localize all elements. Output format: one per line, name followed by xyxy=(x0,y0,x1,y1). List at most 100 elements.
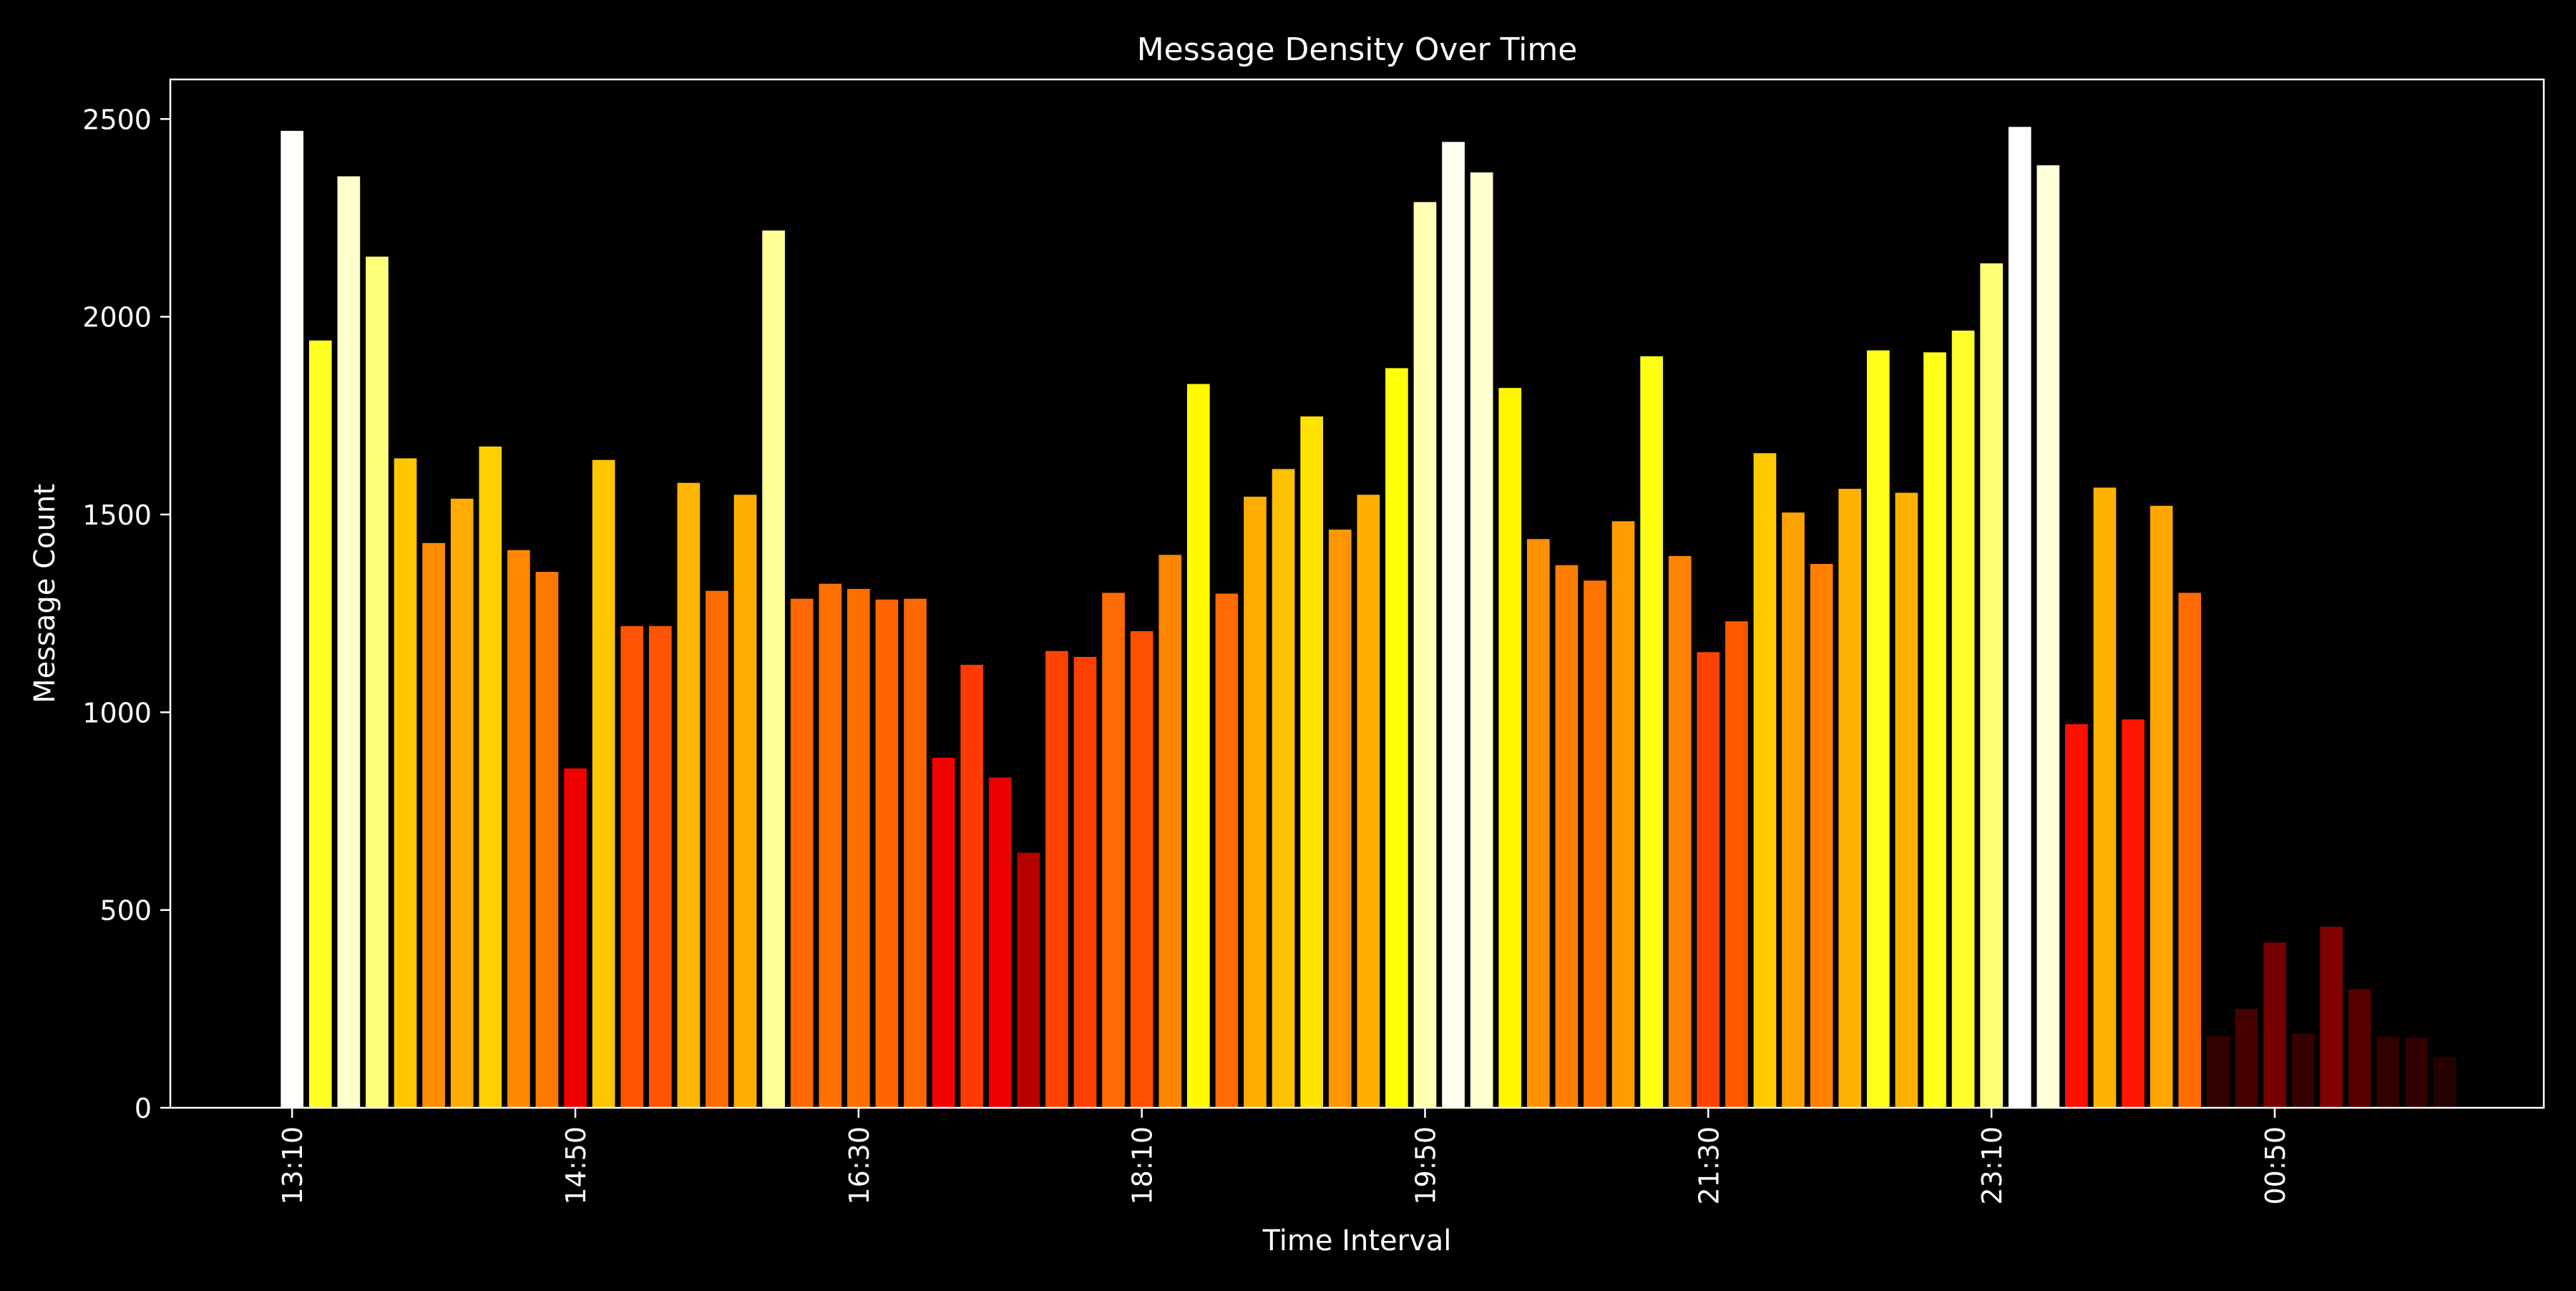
bar xyxy=(337,176,361,1108)
bar xyxy=(535,572,559,1108)
bar xyxy=(1697,652,1720,1108)
bar xyxy=(1017,852,1040,1108)
bar xyxy=(1385,368,1408,1109)
bar xyxy=(507,550,530,1108)
bar xyxy=(706,590,728,1108)
chart-title: Message Density Over Time xyxy=(1137,31,1578,68)
bar xyxy=(308,340,332,1109)
bar xyxy=(2150,505,2173,1108)
bar xyxy=(2206,1036,2230,1108)
bar xyxy=(1584,580,1606,1108)
y-tick-label: 1500 xyxy=(82,500,152,531)
bar xyxy=(2178,593,2202,1108)
bar xyxy=(1782,512,1805,1108)
bar xyxy=(1442,142,1465,1108)
bar xyxy=(1951,330,1975,1109)
bar xyxy=(2320,926,2343,1108)
bar xyxy=(394,458,417,1108)
bar xyxy=(1611,521,1635,1108)
bar xyxy=(1102,593,1125,1108)
bar xyxy=(280,130,304,1109)
bar xyxy=(620,625,644,1108)
bar xyxy=(479,446,502,1108)
x-tick-label: 14:50 xyxy=(560,1126,592,1205)
bar xyxy=(1158,555,1182,1108)
bar xyxy=(2093,487,2117,1108)
bar xyxy=(677,482,701,1108)
bar xyxy=(1725,621,1748,1108)
bar xyxy=(450,498,474,1108)
bar xyxy=(1328,529,1352,1108)
bar xyxy=(2235,1008,2258,1108)
bar xyxy=(564,768,587,1108)
bar xyxy=(1753,453,1777,1108)
bar xyxy=(2433,1057,2457,1108)
x-tick-label: 23:10 xyxy=(1976,1126,2008,1205)
bar xyxy=(762,230,785,1109)
bar xyxy=(847,588,870,1108)
x-tick-label: 19:50 xyxy=(1410,1126,1441,1205)
bar xyxy=(1498,388,1522,1108)
bar xyxy=(1073,656,1097,1108)
bar xyxy=(819,583,842,1108)
x-axis-label: Time Interval xyxy=(1262,1224,1452,1257)
y-tick-label: 0 xyxy=(135,1093,152,1124)
bar xyxy=(648,625,672,1108)
bar xyxy=(1866,350,1890,1108)
bar xyxy=(733,495,757,1108)
bar xyxy=(2376,1036,2400,1108)
bar xyxy=(1810,564,1833,1108)
bar xyxy=(1526,539,1550,1108)
bar xyxy=(2065,724,2088,1108)
bar xyxy=(2405,1037,2428,1108)
bar xyxy=(422,542,445,1108)
y-tick-label: 2000 xyxy=(82,302,152,333)
bar xyxy=(2348,989,2371,1108)
bar xyxy=(1470,172,1493,1108)
bar xyxy=(1187,384,1210,1108)
y-axis-label: Message Count xyxy=(29,484,62,703)
bar xyxy=(875,599,899,1108)
y-tick-label: 2500 xyxy=(82,104,152,135)
bar xyxy=(1923,352,1946,1109)
bar xyxy=(988,777,1012,1108)
y-tick-label: 500 xyxy=(99,895,152,927)
bar xyxy=(1413,202,1437,1109)
bar xyxy=(1272,469,1295,1108)
x-tick-label: 21:30 xyxy=(1693,1126,1724,1205)
bar xyxy=(1215,593,1239,1108)
bar xyxy=(1244,497,1267,1108)
y-tick-label: 1000 xyxy=(82,697,152,729)
bar xyxy=(592,459,615,1108)
bar xyxy=(1640,356,1663,1108)
x-tick-label: 13:10 xyxy=(277,1126,308,1205)
bar xyxy=(1838,489,1862,1108)
x-tick-label: 16:30 xyxy=(844,1126,875,1205)
bars-layer xyxy=(280,127,2457,1109)
x-axis: 13:10 14:50 16:30 18:10 19:50 21:30 23:10 00:50 xyxy=(277,1108,2291,1205)
plot-frame xyxy=(169,78,2545,1109)
bar xyxy=(960,664,984,1108)
bar xyxy=(932,757,955,1108)
bar xyxy=(366,256,389,1108)
x-tick-label: 18:10 xyxy=(1127,1126,1158,1205)
x-tick-label: 00:50 xyxy=(2260,1126,2291,1205)
bar xyxy=(1357,495,1380,1108)
bar xyxy=(2036,165,2060,1109)
bar xyxy=(1895,492,1918,1108)
bar xyxy=(2291,1033,2315,1108)
bar xyxy=(2263,942,2286,1108)
bar xyxy=(1555,565,1579,1108)
y-axis: 0 500 1000 1500 2000 2500 xyxy=(82,104,170,1124)
bar xyxy=(790,598,814,1108)
bar xyxy=(1045,651,1068,1108)
bar xyxy=(2122,719,2145,1108)
bar xyxy=(1980,263,2003,1108)
bar xyxy=(1300,416,1324,1108)
bar xyxy=(1668,555,1692,1108)
bar xyxy=(2008,127,2031,1108)
bar xyxy=(1130,631,1153,1108)
bar xyxy=(904,598,927,1108)
